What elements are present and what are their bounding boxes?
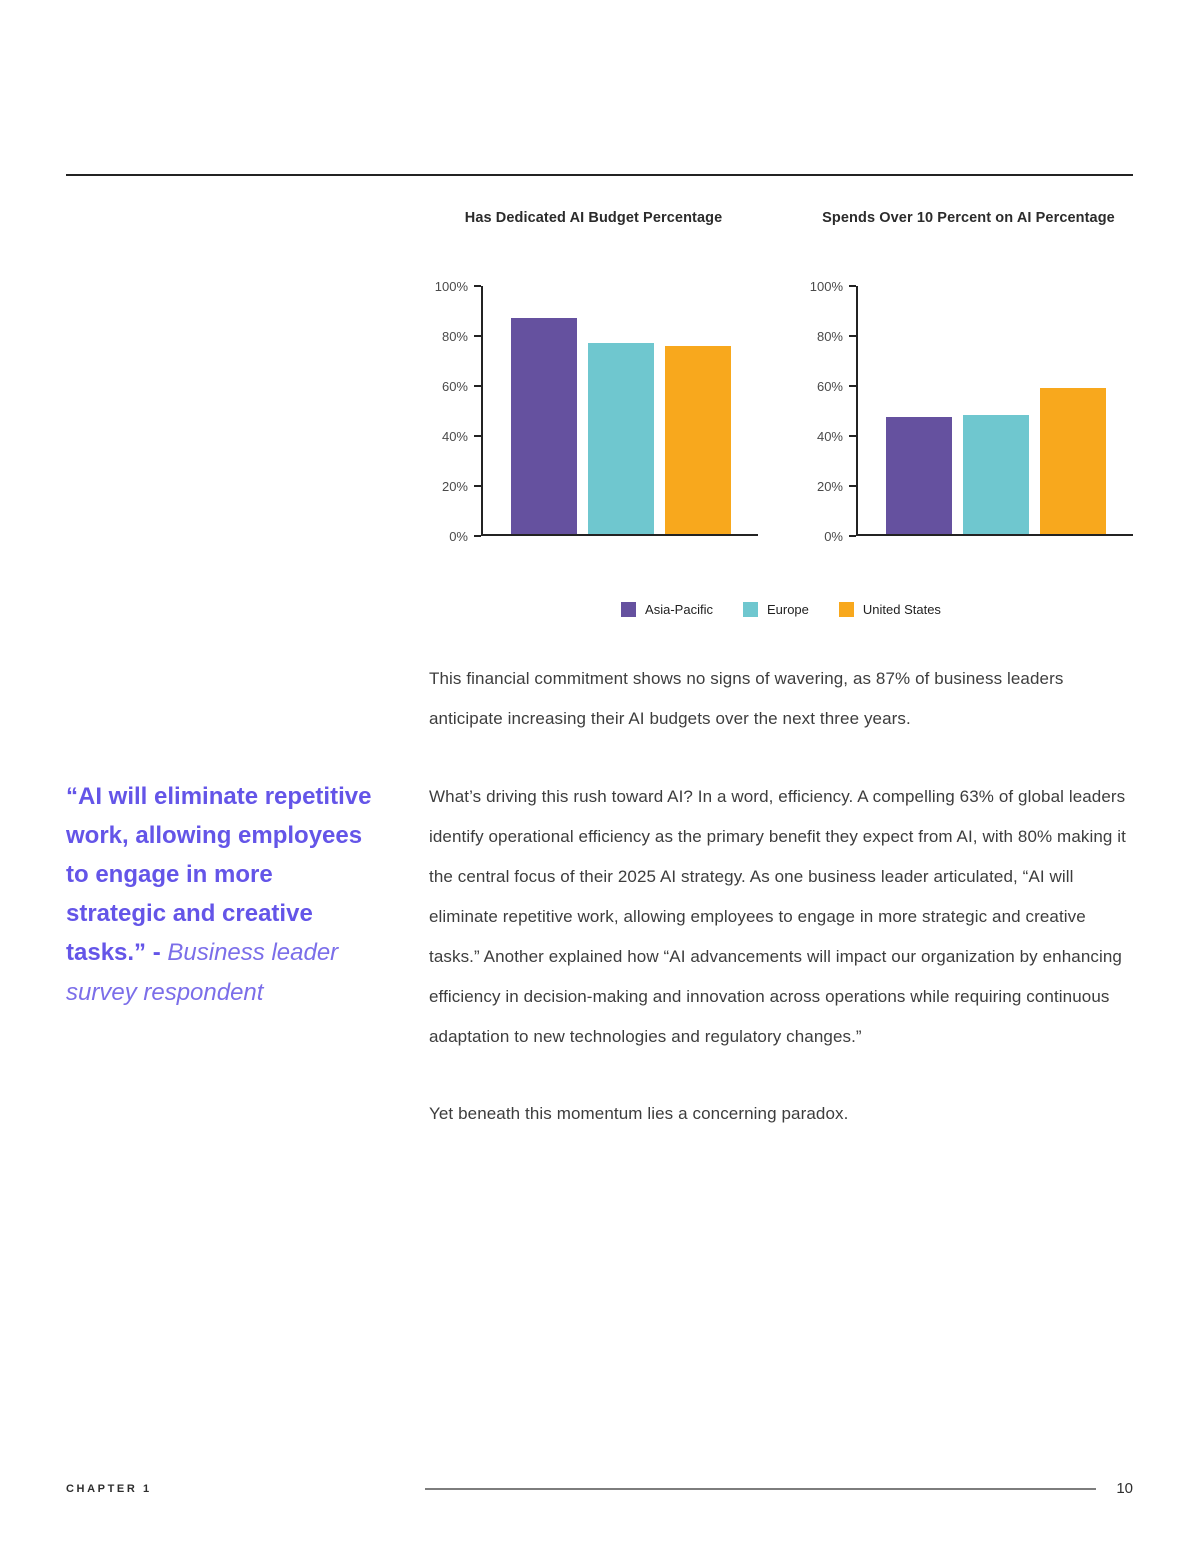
legend-swatch: [838, 602, 854, 617]
legend-item: Europe: [742, 602, 809, 617]
bar-united-states: [1040, 387, 1106, 534]
y-axis-tick: 60%: [804, 378, 856, 394]
y-axis-tick: 60%: [429, 378, 481, 394]
legend-item: Asia-Pacific: [621, 602, 713, 617]
y-axis-tick: 40%: [804, 428, 856, 444]
text-section: “AI will eliminate repetitive work, allo…: [66, 659, 1133, 1172]
y-axis-tick: 100%: [429, 278, 481, 294]
plot: [856, 286, 1133, 536]
legend-label: United States: [862, 602, 941, 617]
y-axis-tick-label: 80%: [441, 328, 468, 344]
page-number: 10: [1116, 1480, 1133, 1497]
footer-divider: [425, 1487, 1097, 1490]
y-axis-tick-label: 0%: [824, 528, 843, 544]
y-axis-tick-label: 20%: [441, 478, 468, 494]
body-column: This financial commitment shows no signs…: [429, 659, 1133, 1172]
y-axis-tick: 80%: [804, 328, 856, 344]
legend-swatch: [621, 602, 637, 617]
y-axis-tick: 20%: [429, 478, 481, 494]
legend-swatch: [742, 602, 758, 617]
y-axis-tick-mark: [849, 535, 856, 537]
y-axis-tick-mark: [849, 485, 856, 487]
chart-legend: Asia-Pacific Europe United States: [429, 602, 1133, 617]
chart-plot-area: 100% 80% 60% 40% 20% 0%: [429, 279, 758, 544]
y-axis-tick: 0%: [804, 528, 856, 544]
plot: [481, 286, 758, 536]
y-axis-tick-mark: [474, 485, 481, 487]
y-axis-tick-mark: [474, 535, 481, 537]
y-axis-tick-mark: [474, 385, 481, 387]
pull-quote-attribution: Business leader survey respondent: [66, 939, 339, 1006]
left-column: “AI will eliminate repetitive work, allo…: [66, 659, 429, 1172]
bar-united-states: [665, 345, 731, 534]
bar-europe: [588, 343, 654, 534]
y-axis-tick-mark: [849, 285, 856, 287]
y-axis-tick: 100%: [804, 278, 856, 294]
charts-row: Has Dedicated AI Budget Percentage 100% 8…: [429, 210, 1133, 544]
y-axis: 100% 80% 60% 40% 20% 0%: [429, 279, 481, 544]
y-axis-tick-label: 0%: [449, 528, 468, 544]
legend-label: Europe: [766, 602, 809, 617]
paragraph-financial-commitment: This financial commitment shows no signs…: [429, 669, 1064, 728]
top-divider: [66, 174, 1133, 176]
chart-title: Spends Over 10 Percent on AI Percentage: [822, 210, 1115, 226]
y-axis-tick: 0%: [429, 528, 481, 544]
y-axis-tick-mark: [474, 285, 481, 287]
paragraph-paradox: Yet beneath this momentum lies a concern…: [429, 1104, 849, 1124]
y-axis-tick-mark: [474, 435, 481, 437]
y-axis-tick: 40%: [429, 428, 481, 444]
y-axis-tick: 20%: [804, 478, 856, 494]
y-axis-tick-mark: [849, 435, 856, 437]
paragraph-efficiency-drivers: What’s driving this rush toward AI? In a…: [429, 786, 1126, 1046]
bar-asia-pacific: [511, 318, 577, 534]
y-axis-tick-mark: [474, 335, 481, 337]
y-axis-tick-label: 40%: [441, 428, 468, 444]
y-axis-tick-label: 80%: [816, 328, 843, 344]
charts-area: Has Dedicated AI Budget Percentage 100% 8…: [429, 210, 1133, 617]
chapter-label: CHAPTER 1: [66, 1482, 152, 1495]
y-axis-tick-label: 20%: [816, 478, 843, 494]
chart-dedicated-ai-budget: Has Dedicated AI Budget Percentage 100% 8…: [429, 210, 758, 544]
bar-asia-pacific: [886, 417, 952, 534]
pull-quote: “AI will eliminate repetitive work, allo…: [66, 777, 374, 1012]
bar-europe: [963, 414, 1029, 534]
y-axis-tick-mark: [849, 335, 856, 337]
y-axis-tick-mark: [849, 385, 856, 387]
y-axis-tick-label: 60%: [441, 378, 468, 394]
chart-spends-over-10-percent: Spends Over 10 Percent on AI Percentage …: [804, 210, 1133, 544]
y-axis-tick-label: 100%: [434, 278, 468, 294]
pull-quote-text: “AI will eliminate repetitive work, allo…: [66, 783, 372, 967]
legend-item: United States: [838, 602, 941, 617]
y-axis-tick-label: 100%: [809, 278, 843, 294]
page-footer: CHAPTER 1 10: [66, 1480, 1133, 1497]
y-axis-tick-label: 40%: [816, 428, 843, 444]
legend-label: Asia-Pacific: [645, 602, 713, 617]
y-axis-tick: 80%: [429, 328, 481, 344]
y-axis: 100% 80% 60% 40% 20% 0%: [804, 279, 856, 544]
chart-title: Has Dedicated AI Budget Percentage: [464, 210, 723, 226]
chart-plot-area: 100% 80% 60% 40% 20% 0%: [804, 279, 1133, 544]
y-axis-tick-label: 60%: [816, 378, 843, 394]
page-content: Has Dedicated AI Budget Percentage 100% 8…: [66, 210, 1133, 1172]
